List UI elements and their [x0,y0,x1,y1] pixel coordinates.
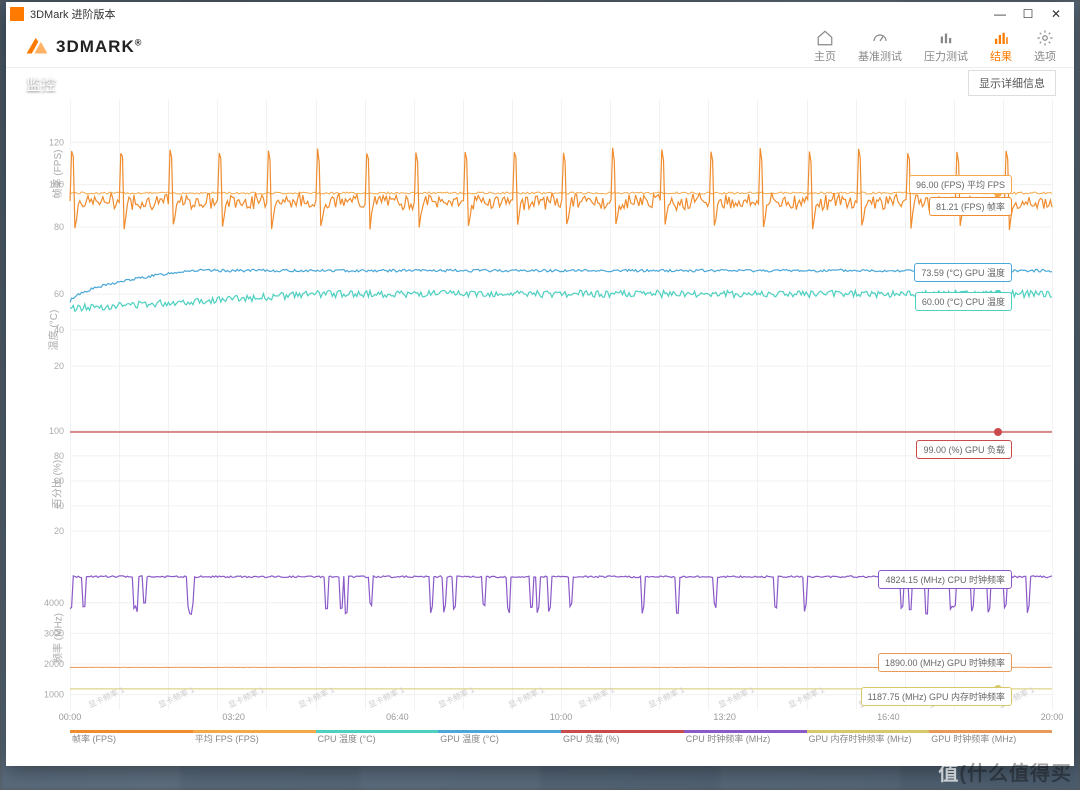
x-tick: 00:00 [59,712,82,722]
ylabel-fps: 帧率 (FPS) [49,150,64,199]
series-endpoint-dot [994,428,1002,436]
x-tick: 20:00 [1041,712,1064,722]
svg-text:20: 20 [54,361,64,371]
svg-text:4000: 4000 [44,598,64,608]
svg-text:显卡频率 1: 显卡频率 1 [367,684,407,710]
gauge-icon [871,29,889,47]
ylabel-temp: 温度 (°C) [45,310,60,351]
legend-item[interactable]: GPU 时钟频率 (MHz) [929,732,1052,745]
svg-text:显卡频率 1: 显卡频率 1 [787,684,827,710]
x-axis: 00:0003:2006:4010:0013:2016:4020:00 [70,712,1052,724]
ylabel-pct: 百分比 (%) [49,460,64,508]
home-icon [816,29,834,47]
value-badge: 73.59 (°C) GPU 温度 [914,263,1012,282]
gear-icon [1036,29,1054,47]
titlebar: 3DMark 进阶版本 — ☐ ✕ [6,2,1074,26]
minimize-button[interactable]: — [986,4,1014,24]
svg-text:显卡频率 1: 显卡频率 1 [227,684,267,710]
svg-text:显卡频率 1: 显卡频率 1 [297,684,337,710]
x-tick: 06:40 [386,712,409,722]
svg-text:100: 100 [49,426,64,436]
value-badge: 1890.00 (MHz) GPU 时钟频率 [878,653,1012,672]
legend-item[interactable]: CPU 温度 (°C) [316,732,439,745]
svg-text:显卡频率 1: 显卡频率 1 [87,684,127,710]
x-tick: 13:20 [713,712,736,722]
svg-text:显卡频率 1: 显卡频率 1 [507,684,547,710]
legend-item[interactable]: GPU 内存时钟频率 (MHz) [807,732,930,745]
bars-icon [937,29,955,47]
logo: 3DMARK® [24,34,142,60]
logo-mark-icon [24,34,50,60]
legend-item[interactable]: CPU 时钟频率 (MHz) [684,732,807,745]
subplot-pct: 百分比 (%) 20406080100 [70,412,1052,556]
svg-text:1000: 1000 [44,690,64,700]
maximize-button[interactable]: ☐ [1014,4,1042,24]
value-badge: 1187.75 (MHz) GPU 内存时钟频率 [861,687,1012,706]
x-tick: 10:00 [550,712,573,722]
value-badge: 60.00 (°C) CPU 温度 [915,292,1012,311]
app-icon [10,7,24,21]
chart-area: 帧率 (FPS) 80100120 温度 (°C) 204060 百分比 (%)… [20,94,1060,746]
nav-benchmark[interactable]: 基准测试 [858,29,902,64]
header: 3DMARK® 主页 基准测试 压力测试 结果 选项 [6,26,1074,68]
svg-text:显卡频率 1: 显卡频率 1 [577,684,617,710]
svg-text:显卡频率 1: 显卡频率 1 [157,684,197,710]
nav-home[interactable]: 主页 [814,29,836,64]
subplot-temp: 温度 (°C) 204060 [70,258,1052,402]
legend-item[interactable]: 帧率 (FPS) [70,732,193,745]
nav: 主页 基准测试 压力测试 结果 选项 [814,29,1056,64]
svg-text:显卡频率 1: 显卡频率 1 [437,684,477,710]
nav-stress[interactable]: 压力测试 [924,29,968,64]
legend-item[interactable]: GPU 负载 (%) [561,732,684,745]
svg-text:60: 60 [54,289,64,299]
legend-item[interactable]: GPU 温度 (°C) [438,732,561,745]
logo-text: 3DMARK® [56,37,142,57]
legend-labels: 帧率 (FPS)平均 FPS (FPS)CPU 温度 (°C)GPU 温度 (°… [70,732,1052,745]
svg-text:显卡频率 1: 显卡频率 1 [717,684,757,710]
x-tick: 16:40 [877,712,900,722]
window-title: 3DMark 进阶版本 [30,6,116,22]
main-window: 3DMark 进阶版本 — ☐ ✕ 3DMARK® 主页 基准测试 压力测 [6,2,1074,766]
ylabel-freq: 频率 (MHz) [50,613,65,663]
value-badge: 81.21 (FPS) 帧率 [929,197,1012,216]
svg-text:120: 120 [49,137,64,147]
show-details-button[interactable]: 显示详细信息 [968,70,1056,96]
value-badge: 99.00 (%) GPU 负载 [916,440,1012,459]
svg-text:20: 20 [54,526,64,536]
subplot-fps: 帧率 (FPS) 80100120 [70,100,1052,248]
close-button[interactable]: ✕ [1042,4,1070,24]
x-tick: 03:20 [222,712,245,722]
svg-text:80: 80 [54,222,64,232]
nav-results[interactable]: 结果 [990,29,1012,64]
svg-text:显卡频率 1: 显卡频率 1 [647,684,687,710]
nav-options[interactable]: 选项 [1034,29,1056,64]
watermark: 值(什么值得买 [938,757,1072,786]
results-icon [992,29,1010,47]
value-badge: 4824.15 (MHz) CPU 时钟频率 [878,570,1012,589]
legend-item[interactable]: 平均 FPS (FPS) [193,732,316,745]
value-badge: 96.00 (FPS) 平均 FPS [909,175,1012,194]
section-title: 监控 [26,74,56,95]
